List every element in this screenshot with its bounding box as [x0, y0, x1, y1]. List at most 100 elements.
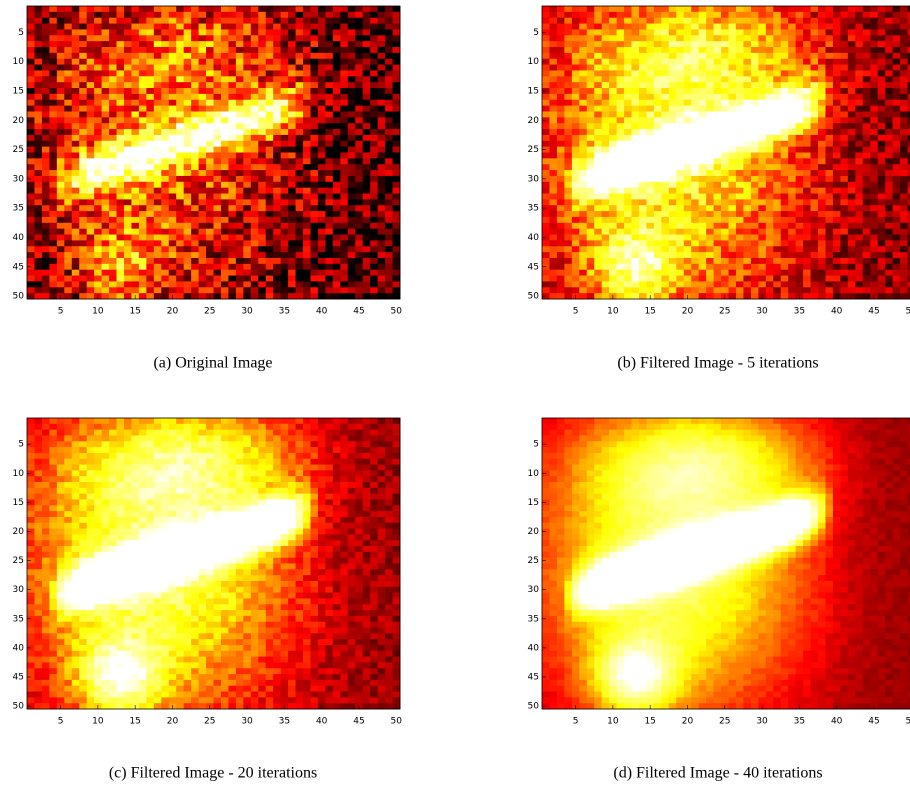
heat-cell [564, 82, 572, 88]
heat-cell [833, 76, 841, 82]
heat-cell [79, 100, 87, 106]
heat-cell [684, 111, 692, 117]
heat-cell [393, 65, 401, 71]
heat-cell [154, 170, 162, 176]
heat-cell [818, 129, 826, 135]
heat-cell [154, 41, 162, 47]
heat-cell [878, 258, 886, 264]
heat-cell [363, 47, 371, 53]
heat-cell [788, 199, 796, 205]
heat-cell [221, 12, 229, 18]
heat-cell [355, 29, 363, 35]
heat-cell [632, 281, 640, 287]
heat-cell [669, 264, 677, 270]
heat-cell [228, 199, 236, 205]
heat-cell [355, 199, 363, 205]
heat-cell [184, 235, 192, 241]
heat-cell [64, 264, 72, 270]
heat-cell [109, 211, 117, 217]
heat-cell [340, 158, 348, 164]
heat-cell [788, 205, 796, 211]
heat-cell [818, 53, 826, 59]
heat-cell [878, 182, 886, 188]
heat-cell [758, 82, 766, 88]
heat-cell [139, 141, 147, 147]
heat-cell [848, 235, 856, 241]
heat-cell [27, 100, 35, 106]
heat-cell [348, 129, 356, 135]
heat-cell [117, 217, 125, 223]
heat-cell [146, 287, 154, 293]
heat-cell [632, 35, 640, 41]
heat-cell [266, 170, 274, 176]
heat-cell [154, 147, 162, 153]
heat-cell [706, 240, 714, 246]
heat-cell [27, 6, 35, 12]
heat-cell [385, 111, 393, 117]
heat-cell [743, 258, 751, 264]
heat-cell [878, 199, 886, 205]
heat-cell [236, 264, 244, 270]
heat-cell [221, 129, 229, 135]
heat-cell [863, 123, 871, 129]
heat-cell [117, 276, 125, 282]
heat-cell [288, 211, 296, 217]
heat-cell [228, 24, 236, 30]
heat-cell [199, 188, 207, 194]
heat-cell [117, 281, 125, 287]
heat-cell [199, 281, 207, 287]
heat-cell [34, 59, 42, 65]
heat-cell [370, 12, 378, 18]
heat-cell [94, 170, 102, 176]
heat-cell [72, 276, 80, 282]
heat-cell [258, 29, 266, 35]
heat-cell [870, 76, 878, 82]
heat-cell [549, 147, 557, 153]
heat-cell [803, 117, 811, 123]
heat-cell [370, 88, 378, 94]
heat-cell [878, 59, 886, 65]
heat-cell [736, 24, 744, 30]
heat-cell [154, 29, 162, 35]
heat-cell [42, 41, 50, 47]
heat-cell [661, 240, 669, 246]
heat-cell [572, 41, 580, 47]
heat-cell [94, 246, 102, 252]
heat-cell [624, 65, 632, 71]
heat-cell [870, 270, 878, 276]
heat-cell [42, 12, 50, 18]
heat-cell [131, 70, 139, 76]
heat-cell [310, 111, 318, 117]
heat-cell [848, 182, 856, 188]
heat-cell [258, 24, 266, 30]
heat-cell [855, 170, 863, 176]
heat-cell [243, 205, 251, 211]
heat-cell [602, 194, 610, 200]
heat-cell [549, 88, 557, 94]
heat-cell [833, 258, 841, 264]
heat-cell [333, 182, 341, 188]
heat-cell [228, 12, 236, 18]
heat-cell [632, 41, 640, 47]
heat-cell [699, 106, 707, 112]
heat-cell [348, 246, 356, 252]
heat-cell [706, 223, 714, 229]
heat-cell [288, 217, 296, 223]
heat-cell [131, 53, 139, 59]
heat-cell [624, 287, 632, 293]
heat-cell [721, 129, 729, 135]
heat-cell [57, 199, 65, 205]
heat-cell [676, 270, 684, 276]
heat-cell [721, 12, 729, 18]
heat-cell [281, 12, 289, 18]
heat-cell [251, 153, 259, 159]
heat-cell [811, 217, 819, 223]
heat-cell [788, 106, 796, 112]
heat-cell [863, 182, 871, 188]
heat-cell [124, 293, 132, 299]
heat-cell [251, 135, 259, 141]
heat-cell [706, 53, 714, 59]
heat-cell [564, 35, 572, 41]
heat-cell [340, 88, 348, 94]
heat-cell [796, 106, 804, 112]
